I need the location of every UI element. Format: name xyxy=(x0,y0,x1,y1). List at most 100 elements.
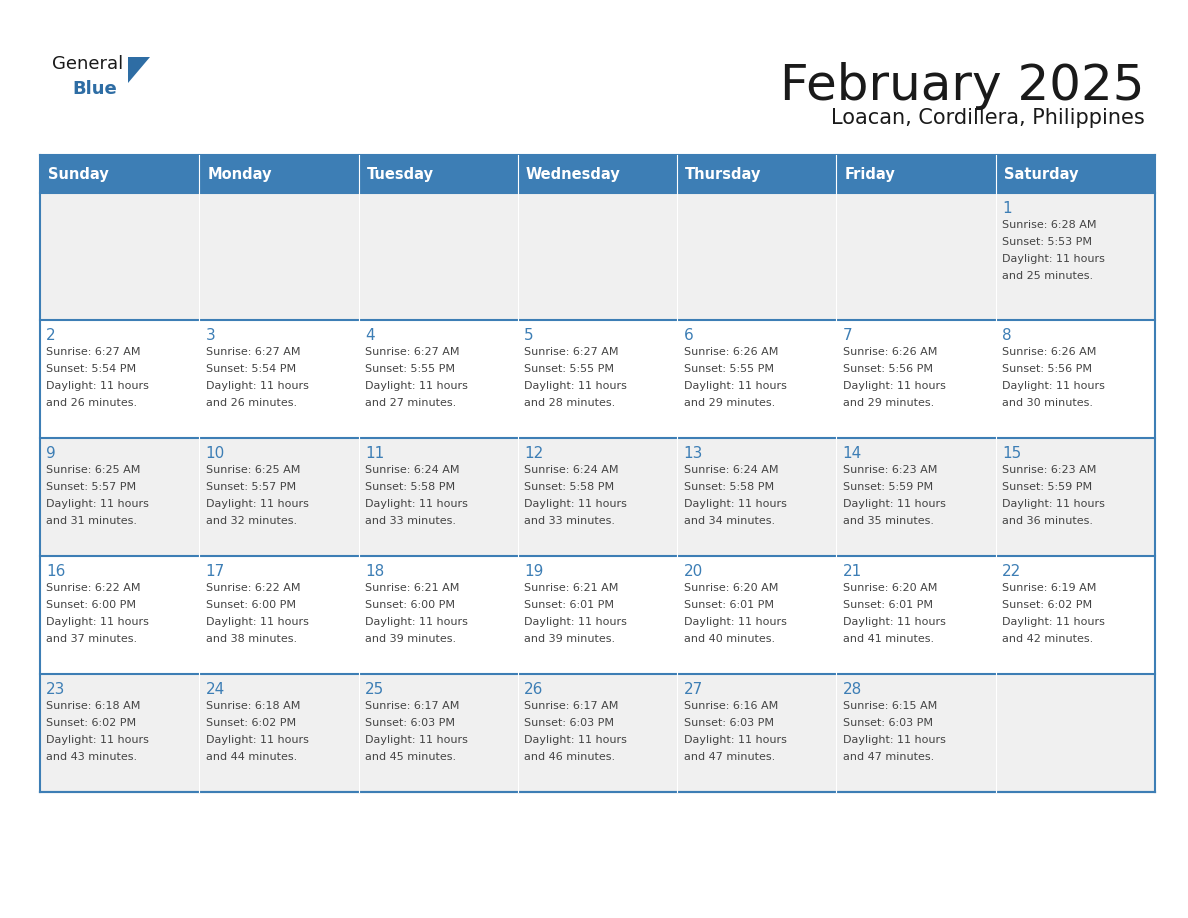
Bar xyxy=(836,674,996,792)
Text: Sunrise: 6:27 AM: Sunrise: 6:27 AM xyxy=(206,347,301,357)
Text: Sunset: 6:00 PM: Sunset: 6:00 PM xyxy=(206,600,296,610)
Text: Sunrise: 6:20 AM: Sunrise: 6:20 AM xyxy=(683,583,778,593)
Bar xyxy=(518,193,677,320)
Text: Sunset: 5:55 PM: Sunset: 5:55 PM xyxy=(683,364,773,374)
Text: Sunrise: 6:26 AM: Sunrise: 6:26 AM xyxy=(683,347,778,357)
Text: 25: 25 xyxy=(365,682,384,697)
Text: Sunrise: 6:17 AM: Sunrise: 6:17 AM xyxy=(365,701,460,711)
Text: Daylight: 11 hours: Daylight: 11 hours xyxy=(683,617,786,627)
Bar xyxy=(518,556,677,674)
Bar xyxy=(836,155,996,193)
Text: and 25 minutes.: and 25 minutes. xyxy=(1003,271,1093,281)
Text: Wednesday: Wednesday xyxy=(526,166,620,182)
Text: Daylight: 11 hours: Daylight: 11 hours xyxy=(842,617,946,627)
Text: Sunrise: 6:24 AM: Sunrise: 6:24 AM xyxy=(683,465,778,475)
Text: Sunrise: 6:26 AM: Sunrise: 6:26 AM xyxy=(1003,347,1097,357)
Text: and 41 minutes.: and 41 minutes. xyxy=(842,634,934,644)
Text: Daylight: 11 hours: Daylight: 11 hours xyxy=(46,381,150,391)
Text: Sunset: 6:02 PM: Sunset: 6:02 PM xyxy=(206,718,296,728)
Text: Sunset: 6:02 PM: Sunset: 6:02 PM xyxy=(46,718,137,728)
Text: 8: 8 xyxy=(1003,328,1012,343)
Text: Sunrise: 6:21 AM: Sunrise: 6:21 AM xyxy=(365,583,460,593)
Bar xyxy=(40,556,200,674)
Text: Daylight: 11 hours: Daylight: 11 hours xyxy=(206,499,309,509)
Bar xyxy=(40,438,200,556)
Text: and 47 minutes.: and 47 minutes. xyxy=(683,752,775,762)
Bar xyxy=(359,193,518,320)
Bar xyxy=(200,155,359,193)
Text: 23: 23 xyxy=(46,682,65,697)
Text: Daylight: 11 hours: Daylight: 11 hours xyxy=(365,617,468,627)
Text: 7: 7 xyxy=(842,328,853,343)
Text: Sunrise: 6:27 AM: Sunrise: 6:27 AM xyxy=(524,347,619,357)
Text: Monday: Monday xyxy=(207,166,272,182)
Text: Sunday: Sunday xyxy=(48,166,109,182)
Text: Daylight: 11 hours: Daylight: 11 hours xyxy=(524,617,627,627)
Bar xyxy=(40,155,200,193)
Text: 11: 11 xyxy=(365,446,384,461)
Text: and 32 minutes.: and 32 minutes. xyxy=(206,516,297,526)
Text: Sunset: 5:55 PM: Sunset: 5:55 PM xyxy=(365,364,455,374)
Text: and 39 minutes.: and 39 minutes. xyxy=(524,634,615,644)
Text: and 40 minutes.: and 40 minutes. xyxy=(683,634,775,644)
Text: Daylight: 11 hours: Daylight: 11 hours xyxy=(1003,381,1105,391)
Text: Sunrise: 6:27 AM: Sunrise: 6:27 AM xyxy=(365,347,460,357)
Text: Sunrise: 6:22 AM: Sunrise: 6:22 AM xyxy=(206,583,301,593)
Text: Sunset: 5:56 PM: Sunset: 5:56 PM xyxy=(842,364,933,374)
Text: 13: 13 xyxy=(683,446,703,461)
Text: Sunset: 6:01 PM: Sunset: 6:01 PM xyxy=(683,600,773,610)
Bar xyxy=(677,438,836,556)
Text: Sunset: 5:56 PM: Sunset: 5:56 PM xyxy=(1003,364,1092,374)
Text: 16: 16 xyxy=(46,564,65,579)
Text: Sunrise: 6:28 AM: Sunrise: 6:28 AM xyxy=(1003,220,1097,230)
Text: Sunrise: 6:23 AM: Sunrise: 6:23 AM xyxy=(842,465,937,475)
Bar xyxy=(836,320,996,438)
Text: Daylight: 11 hours: Daylight: 11 hours xyxy=(46,499,150,509)
Text: Sunset: 6:01 PM: Sunset: 6:01 PM xyxy=(524,600,614,610)
Bar xyxy=(200,320,359,438)
Text: and 34 minutes.: and 34 minutes. xyxy=(683,516,775,526)
Bar xyxy=(518,674,677,792)
Bar xyxy=(677,193,836,320)
Text: Sunset: 6:00 PM: Sunset: 6:00 PM xyxy=(46,600,137,610)
Text: Sunrise: 6:27 AM: Sunrise: 6:27 AM xyxy=(46,347,141,357)
Bar xyxy=(359,320,518,438)
Text: Daylight: 11 hours: Daylight: 11 hours xyxy=(842,499,946,509)
Polygon shape xyxy=(128,57,150,83)
Text: Sunset: 5:57 PM: Sunset: 5:57 PM xyxy=(206,482,296,492)
Bar xyxy=(359,155,518,193)
Text: and 29 minutes.: and 29 minutes. xyxy=(683,398,775,408)
Text: Daylight: 11 hours: Daylight: 11 hours xyxy=(206,735,309,745)
Bar xyxy=(200,438,359,556)
Text: 17: 17 xyxy=(206,564,225,579)
Text: February 2025: February 2025 xyxy=(781,62,1145,110)
Text: Sunset: 6:03 PM: Sunset: 6:03 PM xyxy=(524,718,614,728)
Bar xyxy=(518,155,677,193)
Text: Sunrise: 6:26 AM: Sunrise: 6:26 AM xyxy=(842,347,937,357)
Bar xyxy=(40,193,200,320)
Bar xyxy=(677,674,836,792)
Bar xyxy=(836,193,996,320)
Text: Blue: Blue xyxy=(72,80,116,98)
Text: Sunrise: 6:18 AM: Sunrise: 6:18 AM xyxy=(206,701,301,711)
Bar xyxy=(836,556,996,674)
Text: 20: 20 xyxy=(683,564,703,579)
Text: 19: 19 xyxy=(524,564,544,579)
Text: and 38 minutes.: and 38 minutes. xyxy=(206,634,297,644)
Bar xyxy=(40,674,200,792)
Text: Daylight: 11 hours: Daylight: 11 hours xyxy=(524,735,627,745)
Text: Sunset: 5:58 PM: Sunset: 5:58 PM xyxy=(683,482,773,492)
Text: Sunrise: 6:18 AM: Sunrise: 6:18 AM xyxy=(46,701,140,711)
Text: 4: 4 xyxy=(365,328,374,343)
Text: Loacan, Cordillera, Philippines: Loacan, Cordillera, Philippines xyxy=(832,108,1145,128)
Text: 12: 12 xyxy=(524,446,543,461)
Text: and 43 minutes.: and 43 minutes. xyxy=(46,752,138,762)
Text: Sunrise: 6:23 AM: Sunrise: 6:23 AM xyxy=(1003,465,1097,475)
Text: Daylight: 11 hours: Daylight: 11 hours xyxy=(683,499,786,509)
Text: and 33 minutes.: and 33 minutes. xyxy=(524,516,615,526)
Text: Sunrise: 6:16 AM: Sunrise: 6:16 AM xyxy=(683,701,778,711)
Text: and 42 minutes.: and 42 minutes. xyxy=(1003,634,1093,644)
Text: and 31 minutes.: and 31 minutes. xyxy=(46,516,138,526)
Bar xyxy=(677,556,836,674)
Bar xyxy=(200,674,359,792)
